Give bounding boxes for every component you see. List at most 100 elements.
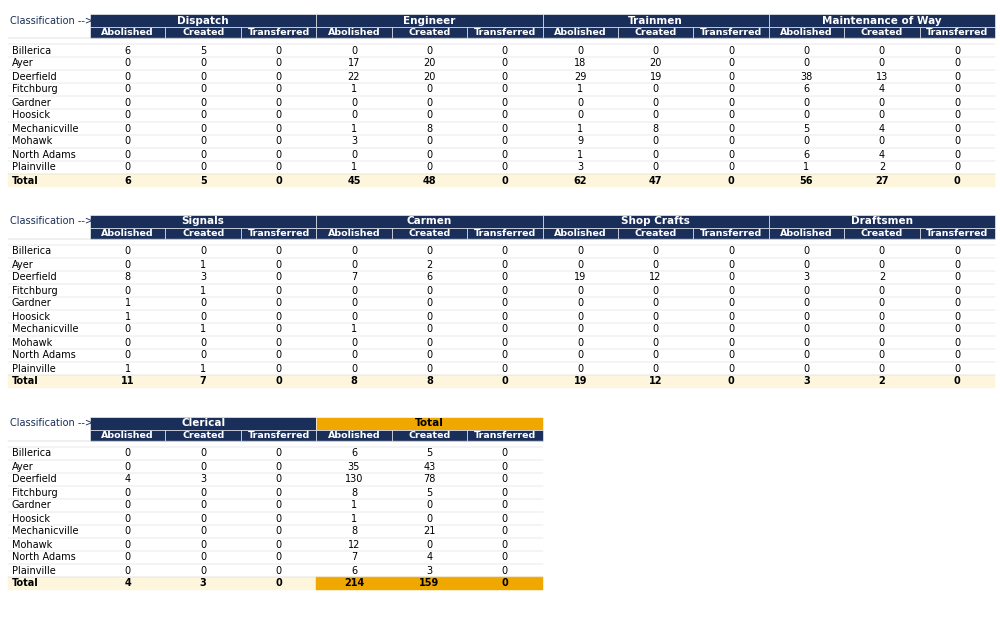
Text: 0: 0 [803, 111, 810, 121]
Text: 0: 0 [577, 259, 583, 269]
Text: 0: 0 [954, 59, 960, 69]
Bar [542, 57, 769, 70]
Text: 7: 7 [200, 376, 207, 386]
Text: 18: 18 [574, 59, 586, 69]
Text: 0: 0 [426, 364, 432, 374]
Text: 0: 0 [502, 299, 508, 309]
Text: Hoosick: Hoosick [12, 514, 50, 524]
Bar [90, 460, 316, 473]
Bar [90, 538, 316, 551]
Text: 0: 0 [879, 286, 885, 296]
Text: 1: 1 [803, 162, 810, 172]
Bar [90, 473, 316, 486]
Text: Carmen: Carmen [407, 216, 452, 226]
Text: 0: 0 [125, 246, 131, 256]
Text: 0: 0 [351, 98, 357, 107]
Text: 130: 130 [345, 474, 363, 484]
Text: 0: 0 [200, 449, 206, 459]
Bar [467, 27, 542, 38]
Text: 27: 27 [875, 176, 889, 186]
Bar [392, 430, 467, 441]
Text: 1: 1 [200, 364, 206, 374]
Text: 3: 3 [803, 376, 810, 386]
Text: Total: Total [415, 419, 444, 429]
Text: 0: 0 [200, 351, 206, 361]
Text: 1: 1 [200, 286, 206, 296]
Text: 8: 8 [653, 124, 659, 134]
Text: 3: 3 [200, 579, 207, 589]
Bar [8, 310, 90, 323]
Text: Deerfield: Deerfield [12, 71, 57, 81]
Bar [769, 122, 995, 135]
Bar [769, 27, 844, 38]
Text: 0: 0 [426, 46, 432, 56]
Text: 0: 0 [502, 286, 508, 296]
Text: 0: 0 [879, 311, 885, 321]
Text: 0: 0 [275, 324, 282, 334]
Bar [693, 228, 769, 239]
Text: Billerica: Billerica [12, 449, 51, 459]
Text: Plainville: Plainville [12, 566, 56, 576]
Bar [769, 349, 995, 362]
Text: Shop Crafts: Shop Crafts [621, 216, 690, 226]
Text: 0: 0 [954, 364, 960, 374]
Text: 0: 0 [275, 176, 282, 186]
Text: 0: 0 [653, 338, 659, 348]
Text: 0: 0 [125, 338, 131, 348]
Text: 0: 0 [125, 259, 131, 269]
Bar [769, 362, 995, 375]
Text: Abolished: Abolished [554, 229, 607, 238]
Text: 35: 35 [348, 461, 360, 471]
Bar [316, 14, 542, 27]
Text: 0: 0 [728, 124, 734, 134]
Bar [8, 349, 90, 362]
Text: 9: 9 [577, 136, 583, 146]
Text: 12: 12 [649, 376, 662, 386]
Text: 0: 0 [125, 566, 131, 576]
Bar [316, 70, 542, 83]
Bar [8, 297, 90, 310]
Text: 0: 0 [728, 351, 734, 361]
Text: 0: 0 [275, 111, 282, 121]
Text: 0: 0 [200, 136, 206, 146]
Text: 0: 0 [275, 351, 282, 361]
Text: 0: 0 [803, 364, 810, 374]
Bar [8, 148, 90, 161]
Bar [316, 57, 542, 70]
Bar [542, 14, 769, 27]
Text: 0: 0 [125, 552, 131, 562]
Text: Mechanicville: Mechanicville [12, 324, 78, 334]
Text: 8: 8 [351, 526, 357, 536]
Bar [316, 44, 542, 57]
Bar [8, 551, 90, 564]
Text: 0: 0 [502, 461, 508, 471]
Text: 0: 0 [426, 539, 432, 549]
Bar [769, 215, 995, 228]
Text: 0: 0 [577, 364, 583, 374]
Text: Total: Total [12, 579, 39, 589]
Text: 1: 1 [125, 311, 131, 321]
Bar [90, 83, 316, 96]
Bar [8, 538, 90, 551]
Text: 0: 0 [125, 449, 131, 459]
Text: 0: 0 [502, 71, 508, 81]
Text: 0: 0 [125, 124, 131, 134]
Text: 0: 0 [954, 246, 960, 256]
Text: Mechanicville: Mechanicville [12, 526, 78, 536]
Bar [769, 258, 995, 271]
Text: 0: 0 [577, 246, 583, 256]
Text: 0: 0 [653, 84, 659, 94]
Bar [8, 460, 90, 473]
Text: 19: 19 [650, 71, 662, 81]
Text: 0: 0 [728, 59, 734, 69]
Text: 0: 0 [200, 59, 206, 69]
Text: 0: 0 [653, 364, 659, 374]
Text: Gardner: Gardner [12, 299, 52, 309]
Text: 0: 0 [728, 71, 734, 81]
Bar [769, 161, 995, 174]
Text: 0: 0 [501, 579, 508, 589]
Bar [8, 525, 90, 538]
Text: 0: 0 [275, 259, 282, 269]
Text: Draftsmen: Draftsmen [851, 216, 913, 226]
Bar [392, 228, 467, 239]
